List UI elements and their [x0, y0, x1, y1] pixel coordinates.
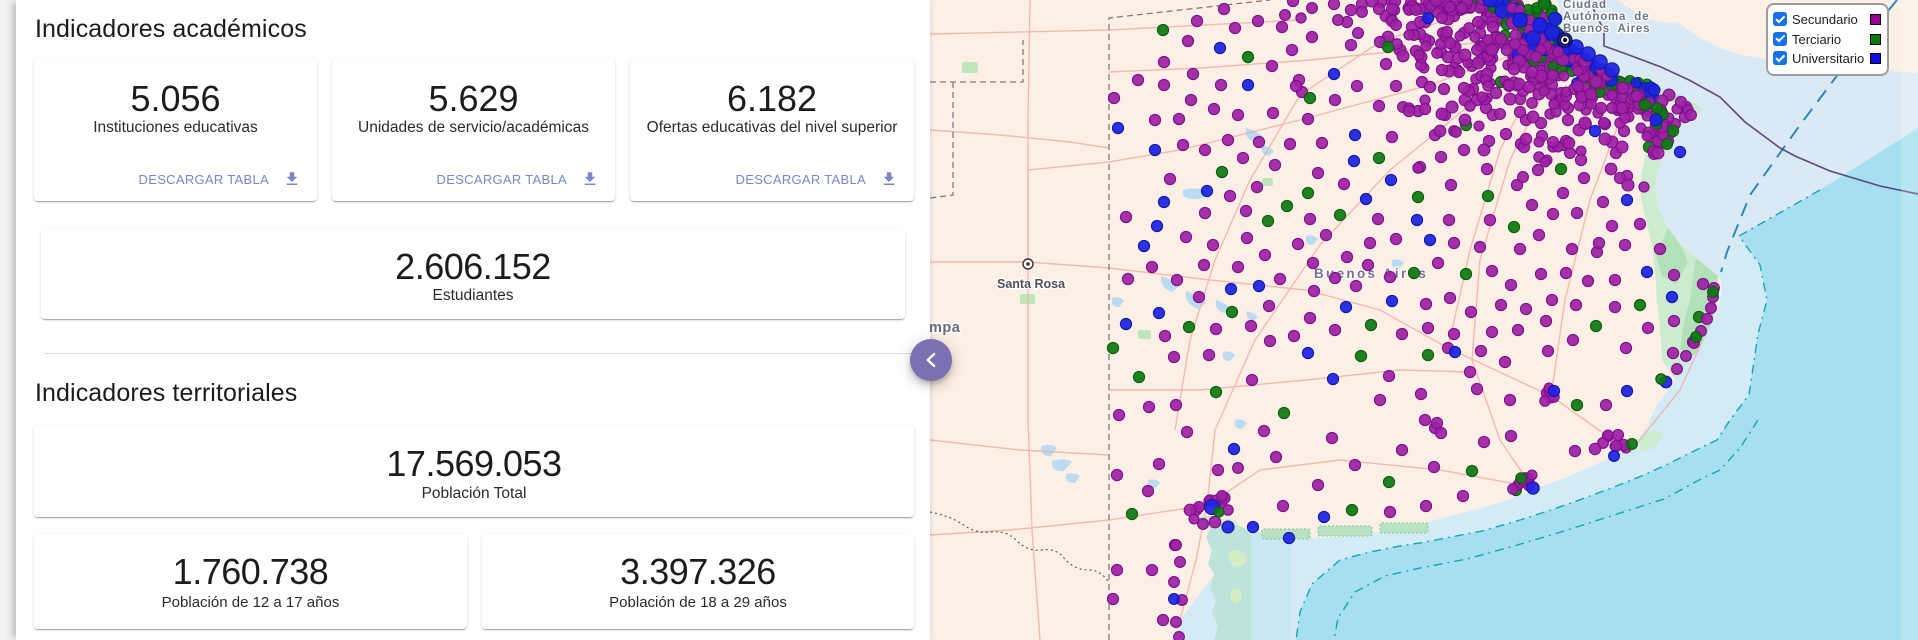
svg-text:Santa Rosa: Santa Rosa	[997, 277, 1066, 291]
svg-text:mpa: mpa	[930, 320, 961, 336]
svg-text:Buenos Aires: Buenos Aires	[1314, 266, 1428, 281]
svg-text:Buenos Aires: Buenos Aires	[1563, 23, 1650, 35]
svg-text:Autónoma de: Autónoma de	[1563, 11, 1649, 23]
svg-text:Ciudad: Ciudad	[1563, 0, 1607, 11]
